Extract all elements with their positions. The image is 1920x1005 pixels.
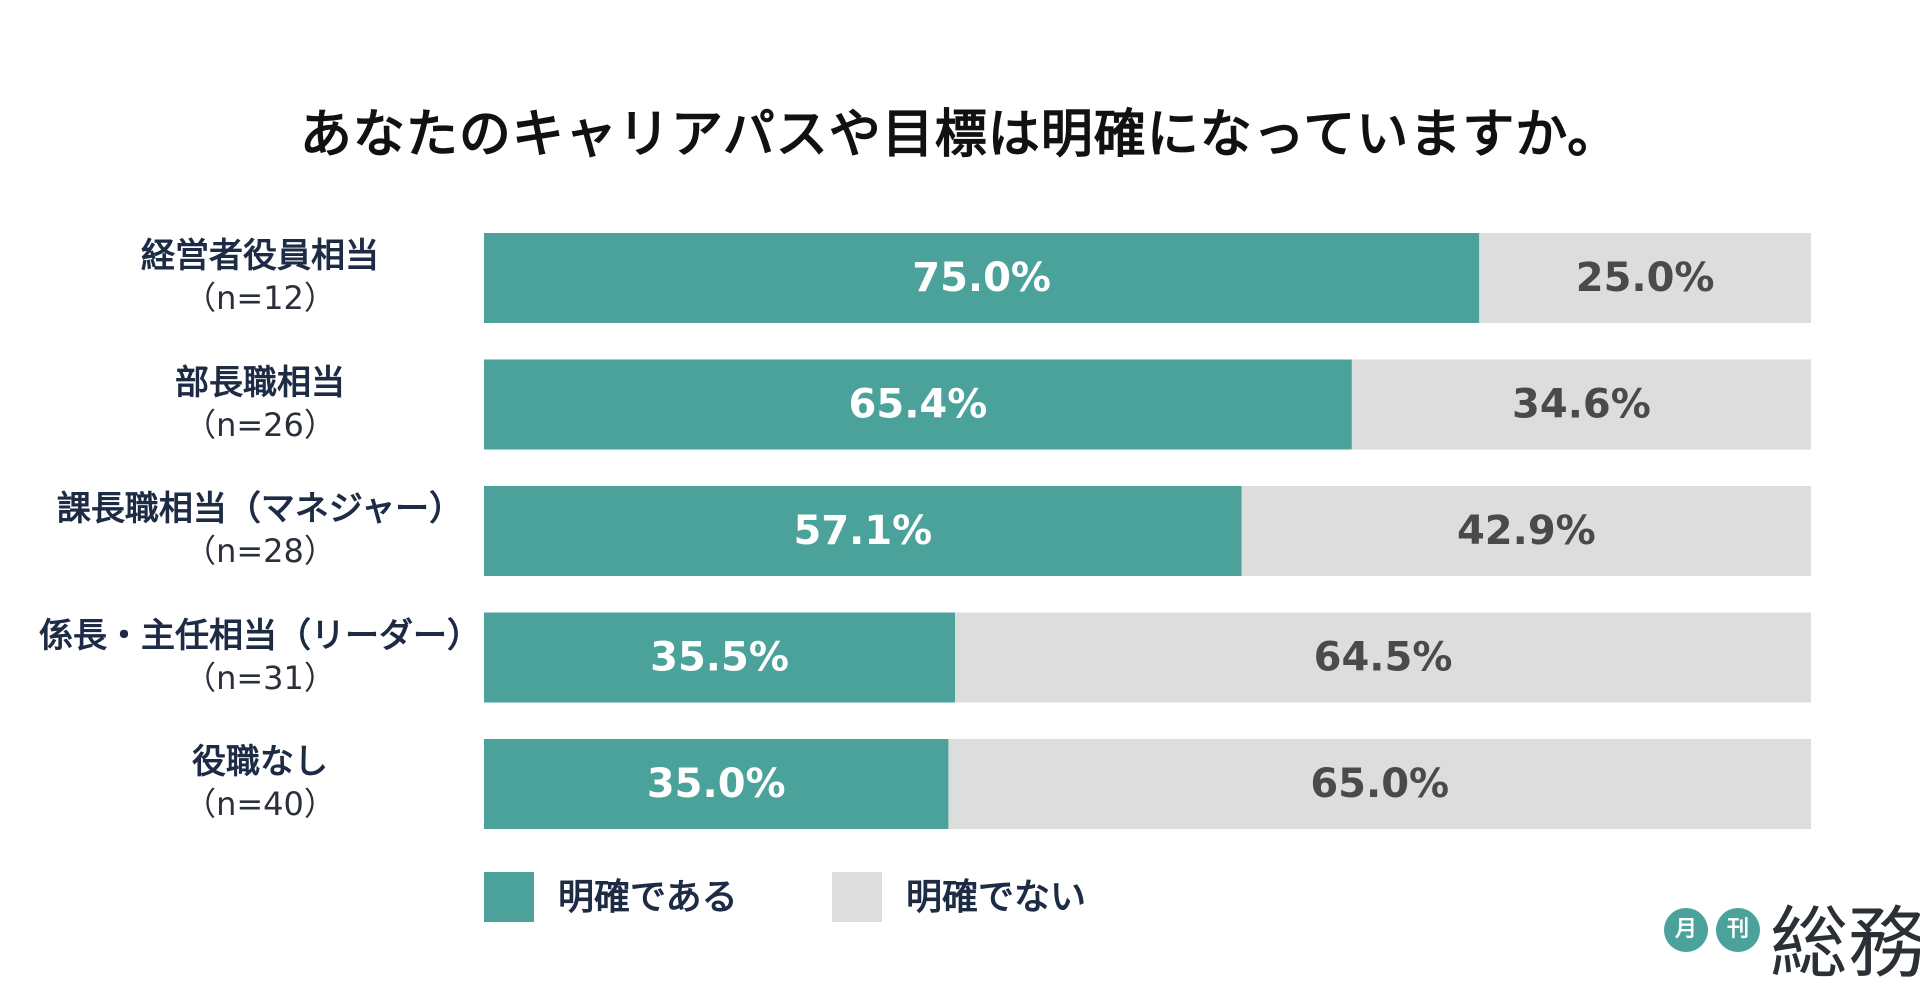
legend-label-clear: 明確である — [558, 877, 738, 918]
data-label-clear-4: 35.0% — [647, 761, 786, 807]
category-name: 課長職相当（マネジャー） — [56, 489, 464, 529]
bar-clear-2 — [484, 486, 1242, 576]
category-label-3: 係長・主任相当（リーダー） （n=31） — [20, 615, 500, 699]
bar-unclear-2 — [1241, 486, 1811, 576]
bar-unclear-4 — [948, 739, 1811, 829]
data-label-unclear-4: 65.0% — [1310, 761, 1449, 807]
category-label-0: 経営者役員相当 （n=12） — [20, 235, 500, 319]
bar-unclear-0 — [1479, 233, 1811, 323]
category-name: 部長職相当 — [175, 362, 345, 403]
category-label-2: 課長職相当（マネジャー） （n=28） — [20, 488, 500, 572]
data-label-clear-1: 65.4% — [849, 382, 988, 428]
category-sample-size: （n=12） — [184, 279, 336, 317]
data-label-clear-3: 35.5% — [650, 635, 789, 681]
category-sample-size: （n=26） — [184, 405, 336, 444]
category-sample-size: （n=28） — [184, 532, 336, 570]
data-label-unclear-3: 64.5% — [1314, 635, 1453, 681]
category-sample-size: （n=31） — [184, 658, 336, 697]
category-label-1: 部長職相当 （n=26） — [20, 362, 500, 446]
bar-clear-3 — [484, 612, 956, 703]
category-name: 係長・主任相当（リーダー） — [39, 615, 481, 656]
legend-swatch-clear — [484, 872, 534, 922]
logo-circle-tsuki: 月 — [1664, 908, 1708, 952]
bar-clear-1 — [484, 359, 1352, 450]
data-label-unclear-1: 34.6% — [1512, 382, 1651, 428]
chart-title: あなたのキャリアパスや目標は明確になっていますか。 — [299, 105, 1621, 165]
category-sample-size: （n=40） — [184, 785, 336, 823]
bar-unclear-3 — [955, 612, 1811, 703]
bar-clear-4 — [484, 739, 949, 829]
category-name: 経営者役員相当 — [141, 236, 379, 276]
logo-wordmark: 総務 — [1770, 899, 1920, 989]
bar-clear-0 — [484, 233, 1480, 323]
data-label-unclear-2: 42.9% — [1457, 508, 1596, 554]
legend-label-unclear: 明確でない — [906, 877, 1087, 918]
legend-swatch-unclear — [832, 872, 882, 922]
gekkan-soumu-logo: 月 刊 総務 — [1664, 898, 1920, 994]
data-label-clear-2: 57.1% — [793, 508, 932, 554]
data-label-unclear-0: 25.0% — [1576, 255, 1715, 301]
logo-circle-kan: 刊 — [1716, 908, 1760, 952]
data-label-clear-0: 75.0% — [912, 255, 1051, 301]
category-name: 役職なし — [192, 742, 328, 782]
bar-unclear-1 — [1351, 359, 1811, 450]
category-label-4: 役職なし （n=40） — [20, 741, 500, 825]
